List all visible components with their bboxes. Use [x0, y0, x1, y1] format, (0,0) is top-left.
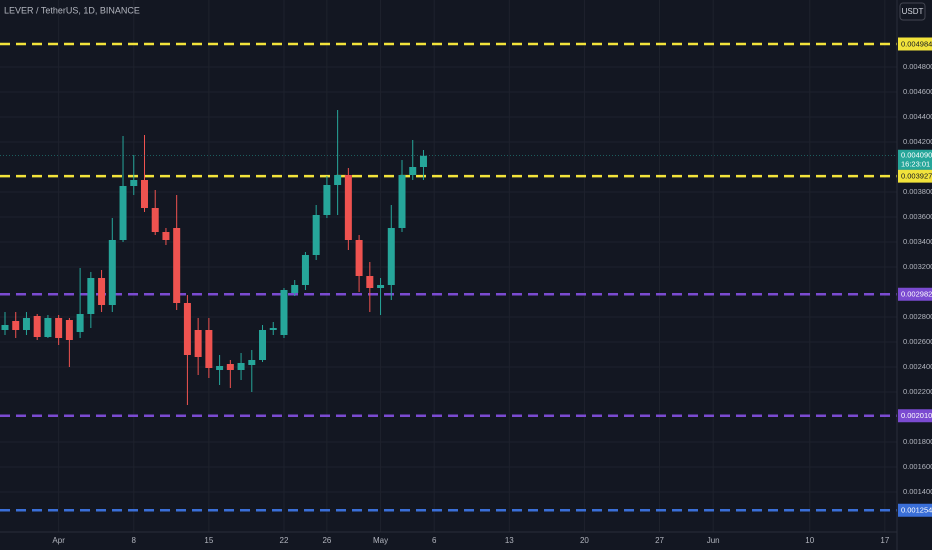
candle-body — [194, 330, 202, 357]
y-tick-label: 0.003800 — [903, 187, 932, 196]
candle-body — [162, 232, 170, 240]
x-tick-label: Jun — [707, 536, 720, 545]
candle-body — [226, 364, 234, 370]
candle-body — [151, 208, 159, 232]
level-tag-label: 0.002010 — [901, 411, 932, 420]
candle-body — [344, 175, 352, 240]
y-tick-label: 0.001400 — [903, 487, 932, 496]
y-tick-label: 0.001600 — [903, 462, 932, 471]
candle-body — [355, 240, 363, 276]
candle-body — [248, 360, 256, 365]
currency-button[interactable] — [899, 2, 926, 21]
level-tag-label: 0.001254 — [901, 506, 932, 515]
candle-body — [76, 314, 84, 332]
candle-body — [183, 303, 191, 355]
level-tag-label: 0.004984 — [901, 39, 932, 48]
level-tag — [898, 409, 932, 423]
level-tag-label: 0.002982 — [901, 290, 932, 299]
candle-body — [44, 318, 52, 337]
candle-body — [280, 290, 288, 335]
candle-body — [130, 180, 138, 186]
x-tick-label: 15 — [204, 536, 213, 545]
x-tick-label: 13 — [505, 536, 514, 545]
level-tag — [898, 503, 932, 517]
currency-button-label[interactable]: USDT — [902, 7, 924, 16]
candle-body — [119, 186, 127, 240]
x-tick-label: 17 — [880, 536, 889, 545]
y-tick-label: 0.002200 — [903, 387, 932, 396]
candle-body — [387, 228, 395, 285]
candle-body — [259, 330, 267, 360]
y-tick-label: 0.003600 — [903, 212, 932, 221]
candle-body — [334, 175, 342, 185]
x-tick-label: 20 — [580, 536, 589, 545]
x-tick-label: May — [373, 536, 388, 545]
candle-body — [409, 167, 417, 175]
x-tick-label: 22 — [280, 536, 289, 545]
candle-body — [237, 363, 245, 370]
last-price-tag — [898, 149, 932, 170]
level-tag-label: 0.003927 — [901, 172, 932, 181]
candle-body — [12, 321, 20, 330]
candle-body — [366, 276, 374, 288]
x-tick-label: 27 — [655, 536, 664, 545]
candle-body — [312, 215, 320, 255]
candle-body — [140, 180, 148, 208]
y-tick-label: 0.004800 — [903, 62, 932, 71]
candle-body — [419, 155, 427, 167]
candle-body — [301, 255, 309, 285]
candle-body — [108, 240, 116, 305]
candle-body — [33, 316, 41, 337]
candle-body — [269, 328, 277, 330]
candle-body — [398, 175, 406, 228]
x-tick-label: Apr — [52, 536, 65, 545]
y-tick-label: 0.004200 — [903, 137, 932, 146]
x-tick-label: 10 — [805, 536, 814, 545]
x-tick-label: 8 — [132, 536, 137, 545]
candles — [1, 110, 427, 405]
y-tick-label: 0.002400 — [903, 362, 932, 371]
y-tick-label: 0.002600 — [903, 337, 932, 346]
y-tick-label: 0.004600 — [903, 87, 932, 96]
grid — [0, 0, 897, 532]
candle-body — [22, 318, 30, 330]
levels — [0, 42, 897, 512]
x-tick-label: 6 — [432, 536, 437, 545]
x-tick-label: 26 — [322, 536, 331, 545]
axes: 0.004800 0.004600 0.004400 0.004200 0.003800… — [0, 37, 932, 545]
y-tick-label: 0.003400 — [903, 237, 932, 246]
candle-body — [98, 278, 106, 305]
last-price-label: 0.004090 — [901, 151, 932, 160]
candle-body — [216, 366, 224, 370]
candle-body — [173, 228, 181, 303]
candle-body — [65, 320, 73, 340]
countdown-label: 16:23:01 — [901, 160, 930, 169]
y-tick-label: 0.003200 — [903, 262, 932, 271]
y-tick-label: 0.002800 — [903, 312, 932, 321]
candle-body — [323, 185, 331, 215]
level-tag — [898, 287, 932, 301]
candle-body — [205, 330, 213, 368]
candle-body — [377, 285, 385, 288]
chart-title: LEVER / TetherUS, 1D, BINANCE — [4, 5, 140, 15]
candle-body — [87, 278, 95, 314]
candle-body — [55, 318, 63, 338]
level-tag — [898, 37, 932, 51]
candle-body — [291, 285, 299, 293]
level-tag — [898, 169, 932, 183]
candle-body — [1, 325, 9, 330]
y-tick-label: 0.004400 — [903, 112, 932, 121]
y-tick-label: 0.001800 — [903, 437, 932, 446]
